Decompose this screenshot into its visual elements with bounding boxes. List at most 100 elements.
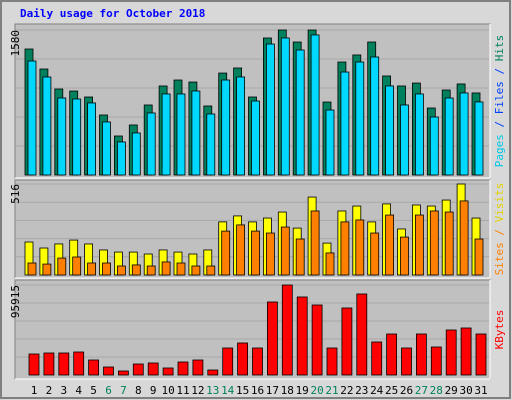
bar <box>162 367 174 376</box>
bar <box>326 347 338 376</box>
bar <box>474 238 484 276</box>
bar <box>27 60 37 176</box>
bar <box>43 352 55 376</box>
bar <box>385 214 395 276</box>
side-label-part: Pages <box>493 134 506 167</box>
x-tick-label: 23 <box>355 384 368 397</box>
bar <box>325 109 335 176</box>
side-label: Sites / Visits <box>493 183 506 276</box>
x-tick-label: 3 <box>60 384 67 397</box>
bar <box>131 264 141 276</box>
y-tick-label: 1580 <box>9 30 22 57</box>
bar <box>221 230 231 276</box>
x-tick-label: 24 <box>370 384 384 397</box>
x-tick-label: 26 <box>400 384 413 397</box>
bar <box>340 71 350 176</box>
bar <box>102 121 111 176</box>
bar <box>341 307 353 376</box>
bar <box>103 366 114 376</box>
bar <box>58 352 70 376</box>
bar <box>88 359 99 376</box>
bar <box>445 329 457 376</box>
x-tick-label: 10 <box>161 384 174 397</box>
bar <box>146 112 156 176</box>
bar <box>355 219 365 276</box>
side-label-part: Files <box>493 81 506 114</box>
x-tick-label: 14 <box>221 384 235 397</box>
bar <box>252 347 263 376</box>
bar <box>296 296 308 376</box>
bar <box>236 224 246 276</box>
bar <box>161 93 171 176</box>
x-tick-label: 5 <box>90 384 97 397</box>
bar <box>28 353 40 376</box>
bar <box>280 226 290 276</box>
x-tick-label: 12 <box>191 384 204 397</box>
bar <box>131 132 141 176</box>
bar <box>265 43 275 176</box>
y-tick-label: 516 <box>9 184 22 204</box>
y-tick-label: 95915 <box>9 285 22 318</box>
bar <box>222 347 234 376</box>
bar <box>102 262 111 276</box>
bar <box>356 293 368 376</box>
bar <box>192 359 204 376</box>
bar <box>385 85 395 176</box>
bar <box>444 211 454 276</box>
bar <box>355 61 365 176</box>
bar <box>281 284 293 376</box>
x-tick-label: 6 <box>105 384 112 397</box>
x-tick-label: 1 <box>31 384 38 397</box>
bar <box>415 333 427 376</box>
bar <box>371 341 383 376</box>
bar <box>370 56 380 176</box>
bar <box>295 49 305 176</box>
bar <box>266 301 278 376</box>
x-tick-label: 11 <box>176 384 189 397</box>
bar <box>325 252 335 276</box>
bar <box>206 113 216 176</box>
x-tick-label: 22 <box>340 384 353 397</box>
bar <box>176 93 186 176</box>
bar <box>311 304 323 376</box>
x-tick-label: 15 <box>236 384 249 397</box>
bar <box>117 265 126 276</box>
bar <box>460 327 472 376</box>
bar <box>475 333 487 376</box>
x-tick-label: 27 <box>415 384 428 397</box>
x-tick-label: 31 <box>474 384 487 397</box>
bar <box>400 104 409 176</box>
side-label-part: Visits <box>493 183 506 223</box>
bar <box>310 34 320 176</box>
bar <box>57 97 67 176</box>
bar <box>340 221 350 276</box>
bar <box>147 362 159 376</box>
bar <box>414 93 424 176</box>
x-tick-label: 20 <box>310 384 323 397</box>
x-tick-label: 17 <box>266 384 279 397</box>
bar <box>237 342 249 376</box>
bar <box>73 351 85 376</box>
bar <box>87 262 96 276</box>
bar <box>161 261 171 276</box>
side-label-part: KBytes <box>493 310 506 350</box>
bar <box>117 141 126 176</box>
chart-title: Daily usage for October 2018 <box>20 7 205 20</box>
bar <box>474 101 484 176</box>
side-label-part: Sites <box>493 242 506 275</box>
bar <box>295 238 305 276</box>
bar <box>370 232 380 276</box>
x-tick-label: 19 <box>296 384 309 397</box>
bar <box>401 347 412 376</box>
x-tick-label: 9 <box>150 384 157 397</box>
bar <box>400 236 409 276</box>
x-tick-label: 21 <box>325 384 338 397</box>
bar <box>429 210 439 276</box>
x-tick-label: 2 <box>46 384 53 397</box>
bar <box>176 262 186 276</box>
bar <box>206 265 216 276</box>
bar <box>236 76 246 176</box>
x-tick-label: 13 <box>206 384 219 397</box>
